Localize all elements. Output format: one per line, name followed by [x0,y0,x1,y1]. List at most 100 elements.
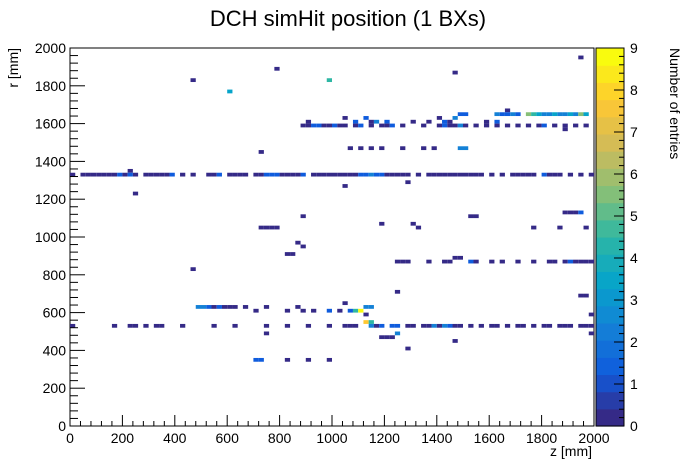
x-tick-label: 2000 [578,430,609,446]
heatmap-bin [342,123,348,128]
heatmap-bin [583,225,589,230]
heatmap-bin [515,112,521,117]
heatmap-bin [342,301,348,306]
heatmap-bin [389,172,395,177]
heatmap-bin [143,323,149,328]
heatmap-bin [588,172,594,177]
heatmap-bin [337,172,343,177]
heatmap-bin [531,323,537,328]
z-tick-label: 8 [630,82,638,98]
heatmap-bin [499,112,505,117]
heatmap-bin [515,323,521,328]
color-scale-label: Number of entries [667,48,683,159]
heatmap-bin [379,123,385,128]
heatmap-bin [567,172,574,177]
heatmap-bin [263,225,270,230]
heatmap-bin [384,119,390,124]
heatmap-bin [463,146,469,151]
heatmap-bin [468,259,474,264]
heatmap-bin [342,172,348,177]
heatmap-bin [143,172,149,177]
heatmap-bin [578,259,584,264]
heatmap-bin [442,323,448,328]
heatmap-bin [489,172,495,177]
x-tick-label: 1400 [421,430,452,446]
heatmap-bin [80,172,86,177]
heatmap-bin [127,323,133,328]
y-tick-label: 1800 [35,78,66,94]
heatmap-bin [468,172,474,177]
z-tick-label: 0 [630,418,638,434]
heatmap-bin [457,123,463,128]
chart-title: DCH simHit position (1 BXs) [210,6,486,31]
x-tick-label: 1800 [526,430,557,446]
z-tick-label: 6 [630,166,638,182]
heatmap-bin [153,323,160,328]
y-tick-label: 1000 [35,229,66,245]
heatmap-bin [394,331,401,336]
heatmap-bin [284,308,291,313]
y-tick-label: 1200 [35,191,66,207]
z-tick-label: 7 [630,124,638,140]
heatmap-bin [284,323,291,328]
heatmap-bin [321,123,327,128]
heatmap-bin [468,323,474,328]
color-scale-segment [596,237,624,255]
heatmap-bin [368,146,374,151]
heatmap-bin [494,123,500,128]
heatmap-bin [363,116,369,120]
heatmap-bin [447,172,453,177]
heatmap-bin [127,168,133,173]
heatmap-bin [583,293,589,298]
heatmap-bin [263,331,270,336]
heatmap-bin [504,323,511,328]
heatmap-bin [258,172,264,177]
heatmap-bin [489,259,495,264]
heatmap-bin [578,323,584,328]
heatmap-bin [70,323,76,328]
heatmap-bin [300,214,306,219]
heatmap-bin [499,172,505,177]
heatmap-bin [504,112,511,117]
heatmap-bin [274,225,280,230]
color-scale-bar: 0 1 2 3 4 5 6 7 8 9 [595,40,638,434]
heatmap-bin [132,172,139,177]
y-tick-label: 600 [43,305,67,321]
heatmap-bin [436,116,443,120]
heatmap-bin [342,323,348,328]
heatmap-bin [567,112,574,117]
heatmap-bin [421,323,427,328]
heatmap-bin [368,119,374,124]
heatmap-bin [541,112,547,117]
heatmap-bin [588,323,594,328]
y-tick-label: 800 [43,267,67,283]
heatmap-bin [337,123,343,128]
heatmap-bin [442,259,448,264]
heatmap-bin [85,172,91,177]
heatmap-bin [263,305,270,309]
heatmap-bin [583,323,589,328]
heatmap-bin [305,123,312,128]
heatmap-bin [394,323,401,328]
heatmap-bin [368,323,374,328]
heatmap-bin [70,172,76,177]
heatmap-bin [326,357,332,362]
z-tick-label: 3 [630,292,638,308]
heatmap-bin [489,323,495,328]
heatmap-bin [373,119,380,124]
color-scale-segment [596,374,624,393]
heatmap-bin [557,323,563,328]
heatmap-bin [358,172,364,177]
heatmap-bin [525,123,532,128]
heatmap-bin [290,252,296,256]
heatmap-bin [431,323,437,328]
heatmap-bin [384,123,390,128]
heatmap-bin [436,172,443,177]
heatmap-bin [452,123,458,128]
heatmap-bin [284,357,291,362]
heatmap-bin [515,172,521,177]
color-scale-segment [596,254,624,272]
color-scale-segment [596,271,624,290]
heatmap-bin [457,255,463,260]
heatmap-bin [311,308,317,313]
